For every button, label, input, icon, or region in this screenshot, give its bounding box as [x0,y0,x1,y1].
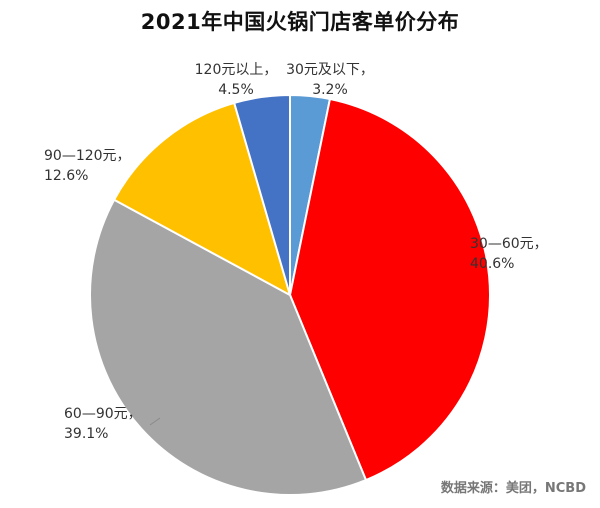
slice-label-value: 12.6% [44,168,88,184]
pie-slice-4 [112,101,292,298]
pie-slice-5 [232,93,291,296]
slice-label-3: 60—90元， 39.1% [64,406,142,442]
slice-label-value: 4.5% [218,82,254,98]
pie-slices [89,93,491,496]
slice-label-name: 90—120元， [44,148,131,164]
slice-label-name: 30—60元， [470,236,548,252]
slice-label-value: 39.1% [64,426,108,442]
slice-label-4: 90—120元， 12.6% [44,148,131,184]
chart-source: 数据来源：美团，NCBD [440,481,586,496]
leader-line-3 [149,417,161,426]
leader-lines [149,417,161,426]
slice-label-1: 30元及以下， 3.2% [286,62,374,98]
slice-label-name: 60—90元， [64,406,142,422]
chart-title: 2021年中国火锅门店客单价分布 [140,10,460,34]
slice-label-5: 120元以上， 4.5% [195,62,278,98]
slice-label-name: 120元以上， [195,62,278,78]
slice-label-value: 3.2% [312,82,348,98]
slice-labels: 30元及以下， 3.2% 30—60元， 40.6% 60—90元， 39.1% 90—12… [44,62,548,442]
slice-label-value: 40.6% [470,256,514,272]
slice-label-name: 30元及以下， [286,62,374,78]
pie-slice-2 [288,97,491,482]
slice-label-2: 30—60元， 40.6% [470,236,548,272]
pie-slice-3 [89,198,368,496]
